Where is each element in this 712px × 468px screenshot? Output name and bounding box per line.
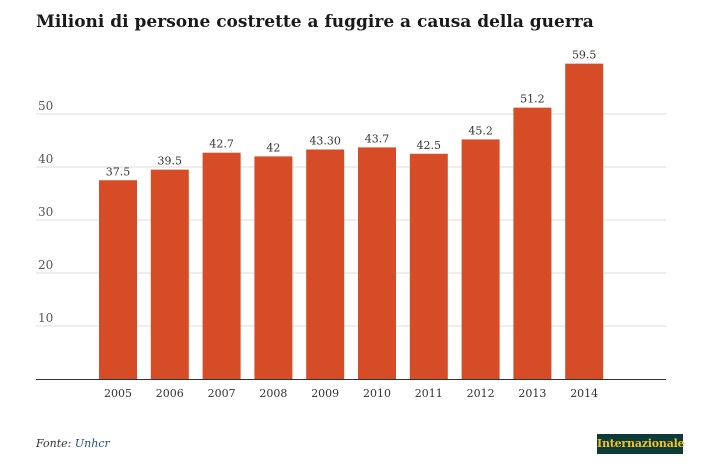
y-tick-label: 30 xyxy=(38,205,53,219)
bar-2013[interactable] xyxy=(513,107,552,379)
source-note: Fonte: Unhcr xyxy=(36,437,110,450)
x-tick-label: 2005 xyxy=(104,387,132,400)
x-tick-label: 2013 xyxy=(518,387,546,400)
value-label: 39.5 xyxy=(158,155,183,168)
x-tick-label: 2014 xyxy=(570,387,598,400)
value-label: 42.7 xyxy=(209,138,234,151)
value-label: 59.5 xyxy=(572,49,597,62)
x-tick-label: 2007 xyxy=(208,387,236,400)
bar-2006[interactable] xyxy=(150,169,189,379)
source-link[interactable]: Unhcr xyxy=(74,437,110,450)
bar-2008[interactable] xyxy=(254,156,293,379)
value-label: 45.2 xyxy=(468,124,493,137)
value-label: 43.7 xyxy=(365,132,390,145)
bar-2012[interactable] xyxy=(461,139,500,379)
value-label: 42 xyxy=(266,141,280,154)
bar-2011[interactable] xyxy=(409,153,448,379)
chart-title: Milioni di persone costrette a fuggire a… xyxy=(36,12,594,32)
value-label: 51.2 xyxy=(520,93,545,106)
x-tick-label: 2009 xyxy=(311,387,339,400)
x-tick-label: 2012 xyxy=(467,387,495,400)
x-tick-label: 2010 xyxy=(363,387,391,400)
y-tick-label: 10 xyxy=(38,311,53,325)
bar-2005[interactable] xyxy=(99,180,137,379)
value-label: 43.30 xyxy=(309,135,341,148)
x-tick-label: 2011 xyxy=(415,387,443,400)
x-tick-label: 2008 xyxy=(259,387,287,400)
internazionale-logo[interactable]: Internazionale xyxy=(597,434,685,454)
value-label: 37.5 xyxy=(106,165,131,178)
y-tick-label: 40 xyxy=(38,152,53,166)
y-tick-label: 50 xyxy=(38,99,53,113)
x-tick-label: 2006 xyxy=(156,387,184,400)
bar-2014[interactable] xyxy=(565,63,604,380)
source-label: Fonte: xyxy=(36,437,75,450)
y-tick-label: 20 xyxy=(38,258,53,272)
bar-2009[interactable] xyxy=(306,149,345,379)
bar-2007[interactable] xyxy=(202,152,241,379)
value-label: 42.5 xyxy=(417,139,442,152)
bar-2010[interactable] xyxy=(358,147,396,379)
